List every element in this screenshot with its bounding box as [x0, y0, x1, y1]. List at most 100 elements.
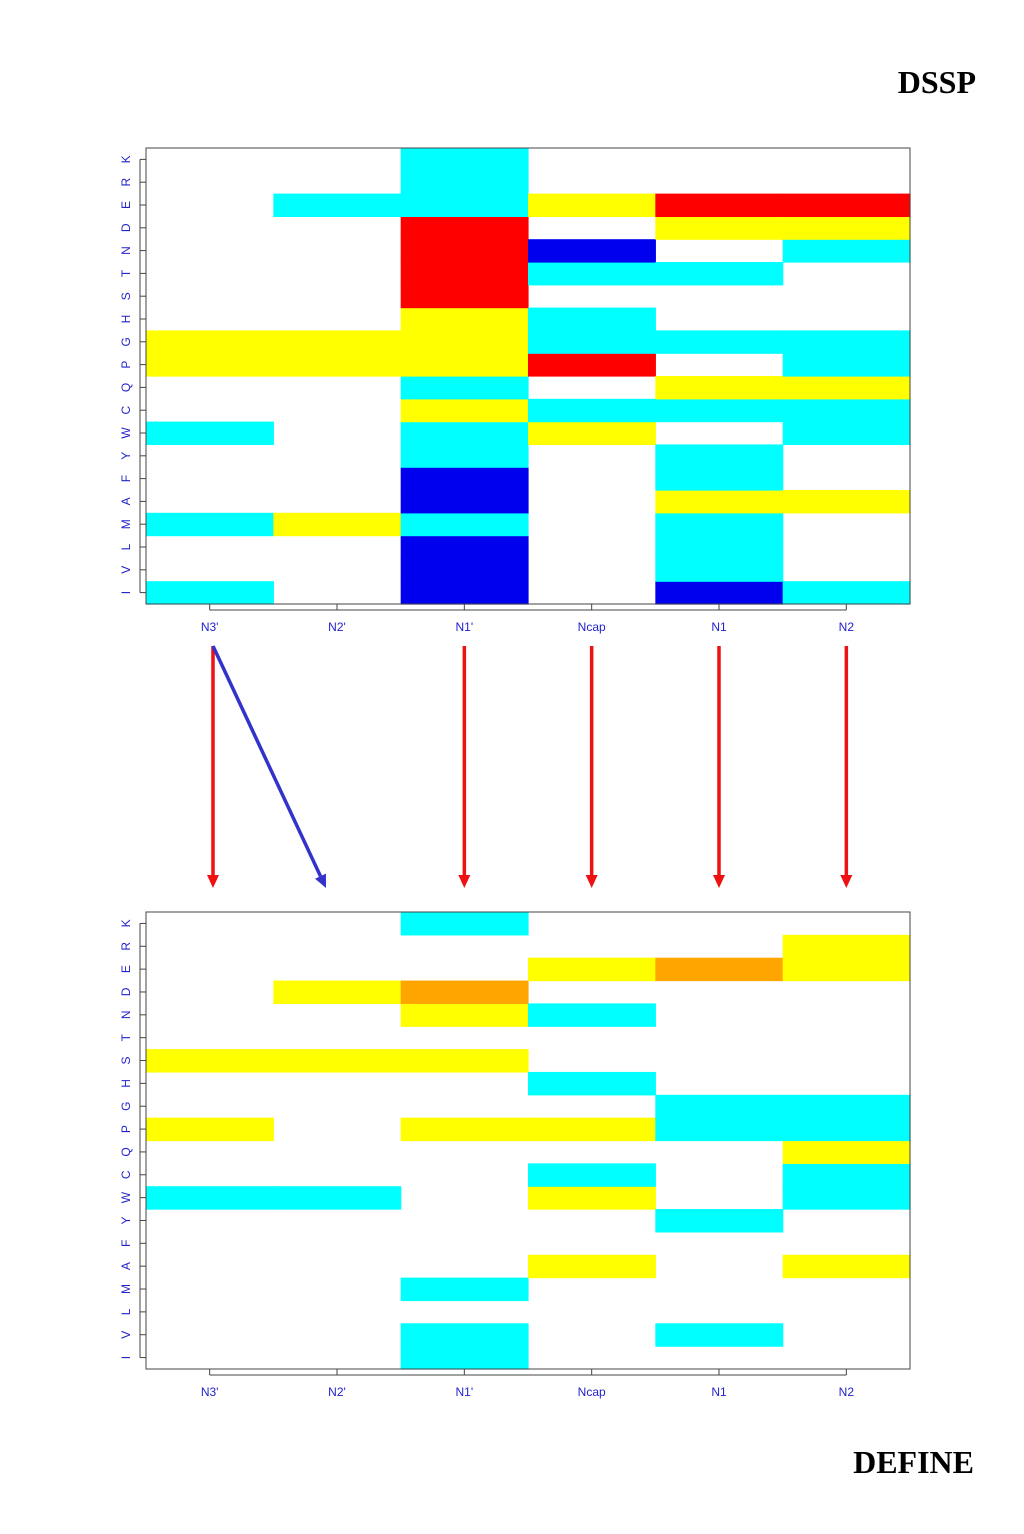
heatmap-cell — [146, 512, 274, 537]
y-tick-label: K — [119, 919, 133, 927]
heatmap-cell — [400, 1117, 529, 1142]
heatmap-cell — [146, 581, 274, 605]
heatmap-cell — [400, 1003, 529, 1027]
y-tick-label: T — [119, 1033, 133, 1041]
x-tick-label: Ncap — [578, 1385, 606, 1399]
y-tick-label: W — [119, 427, 133, 439]
arrow-head — [458, 875, 471, 888]
heatmap-cell — [782, 1163, 911, 1187]
heatmap-cell — [273, 330, 402, 354]
heatmap-cell — [782, 330, 911, 354]
heatmap-cell — [400, 170, 529, 195]
heatmap-cell — [400, 216, 529, 240]
heatmap-cell — [400, 581, 529, 605]
heatmap-cell — [146, 330, 274, 354]
x-tick-label: N2' — [328, 620, 346, 634]
heatmap-cell — [273, 353, 402, 377]
red-arrow — [840, 646, 853, 888]
heatmap-cell — [655, 558, 784, 582]
y-tick-label: C — [119, 1170, 133, 1179]
y-tick-label: I — [119, 591, 133, 594]
blue-arrow — [211, 645, 326, 888]
x-tick-label: N2' — [328, 1385, 346, 1399]
y-tick-label: A — [119, 1262, 133, 1270]
define-label: DEFINE — [853, 1444, 974, 1480]
x-tick-label: N1' — [456, 1385, 474, 1399]
y-tick-label: H — [119, 1079, 133, 1088]
heatmap-cell — [400, 1346, 529, 1370]
y-tick-label: V — [119, 566, 133, 574]
heatmap-cell — [146, 421, 274, 445]
heatmap-cell — [400, 148, 529, 172]
heatmap-cell — [400, 1277, 529, 1302]
heatmap-cell — [655, 262, 784, 286]
heatmap-cell — [782, 1117, 911, 1142]
arrow-head — [840, 875, 853, 888]
heatmap-cell — [528, 1254, 656, 1279]
heatmap-cell — [782, 581, 911, 605]
heatmap-cell — [528, 398, 656, 423]
heatmap-cell — [528, 353, 656, 377]
heatmap-cell — [400, 307, 529, 331]
heatmap-cell — [146, 1186, 274, 1210]
heatmap-cell — [655, 535, 784, 559]
heatmap-cell — [273, 1186, 402, 1210]
x-tick-label: Ncap — [578, 620, 606, 634]
heatmap-cell — [655, 957, 784, 982]
heatmap-cell — [146, 353, 274, 377]
y-tick-label: S — [119, 1057, 133, 1065]
y-tick-label: M — [119, 519, 133, 529]
y-tick-label: P — [119, 1125, 133, 1133]
heatmap-cell — [655, 1094, 784, 1119]
y-tick-label: L — [119, 1308, 133, 1315]
heatmap-cell — [528, 1071, 656, 1096]
red-arrow — [458, 646, 471, 888]
y-tick-label: M — [119, 1284, 133, 1294]
heatmap-cell — [528, 307, 656, 331]
y-tick-label: R — [119, 942, 133, 951]
heatmap-cell — [146, 1117, 274, 1142]
heatmap-cell — [400, 535, 529, 559]
heatmap-cell — [782, 1140, 911, 1164]
heatmap-cell — [400, 193, 529, 217]
y-tick-label: H — [119, 315, 133, 324]
heatmap-cell — [655, 1323, 784, 1347]
heatmap-cell — [782, 934, 911, 959]
x-tick-label: N2 — [839, 620, 855, 634]
y-tick-label: V — [119, 1331, 133, 1339]
heatmap-cell — [782, 1254, 911, 1279]
y-tick-label: R — [119, 178, 133, 187]
x-tick-label: N1 — [711, 620, 727, 634]
plot-frame — [145, 911, 911, 1370]
heatmap-cell — [528, 330, 656, 354]
x-tick-label: N3' — [201, 1385, 219, 1399]
y-tick-label: N — [119, 246, 133, 255]
y-tick-label: N — [119, 1010, 133, 1019]
heatmap-cell — [528, 1003, 656, 1027]
red-arrow — [585, 646, 598, 888]
heatmap-cell — [400, 512, 529, 537]
heatmap-cell — [400, 467, 529, 491]
heatmap-cell — [400, 330, 529, 354]
y-tick-label: Y — [119, 1216, 133, 1224]
heatmap-cell — [528, 957, 656, 982]
heatmap-cell — [146, 1049, 274, 1073]
y-tick-label: E — [119, 965, 133, 973]
heatmap-cell — [655, 330, 784, 354]
heatmap-cell — [400, 421, 529, 445]
heatmap-cell — [273, 193, 402, 217]
red-arrow — [713, 646, 725, 888]
heatmap-cell — [655, 376, 784, 400]
heatmap-cell — [528, 193, 656, 217]
y-tick-label: G — [119, 337, 133, 346]
y-tick-label: E — [119, 201, 133, 209]
heatmap-cell — [400, 912, 529, 936]
arrow-head — [713, 875, 725, 888]
heatmap-cell — [782, 1186, 911, 1210]
plot-frame — [145, 147, 911, 605]
x-tick-label: N1 — [711, 1385, 727, 1399]
heatmap-cell — [400, 284, 529, 309]
heatmap-cell — [528, 262, 656, 286]
heatmap-cell — [782, 1094, 911, 1119]
heatmap-cell — [528, 1163, 656, 1187]
